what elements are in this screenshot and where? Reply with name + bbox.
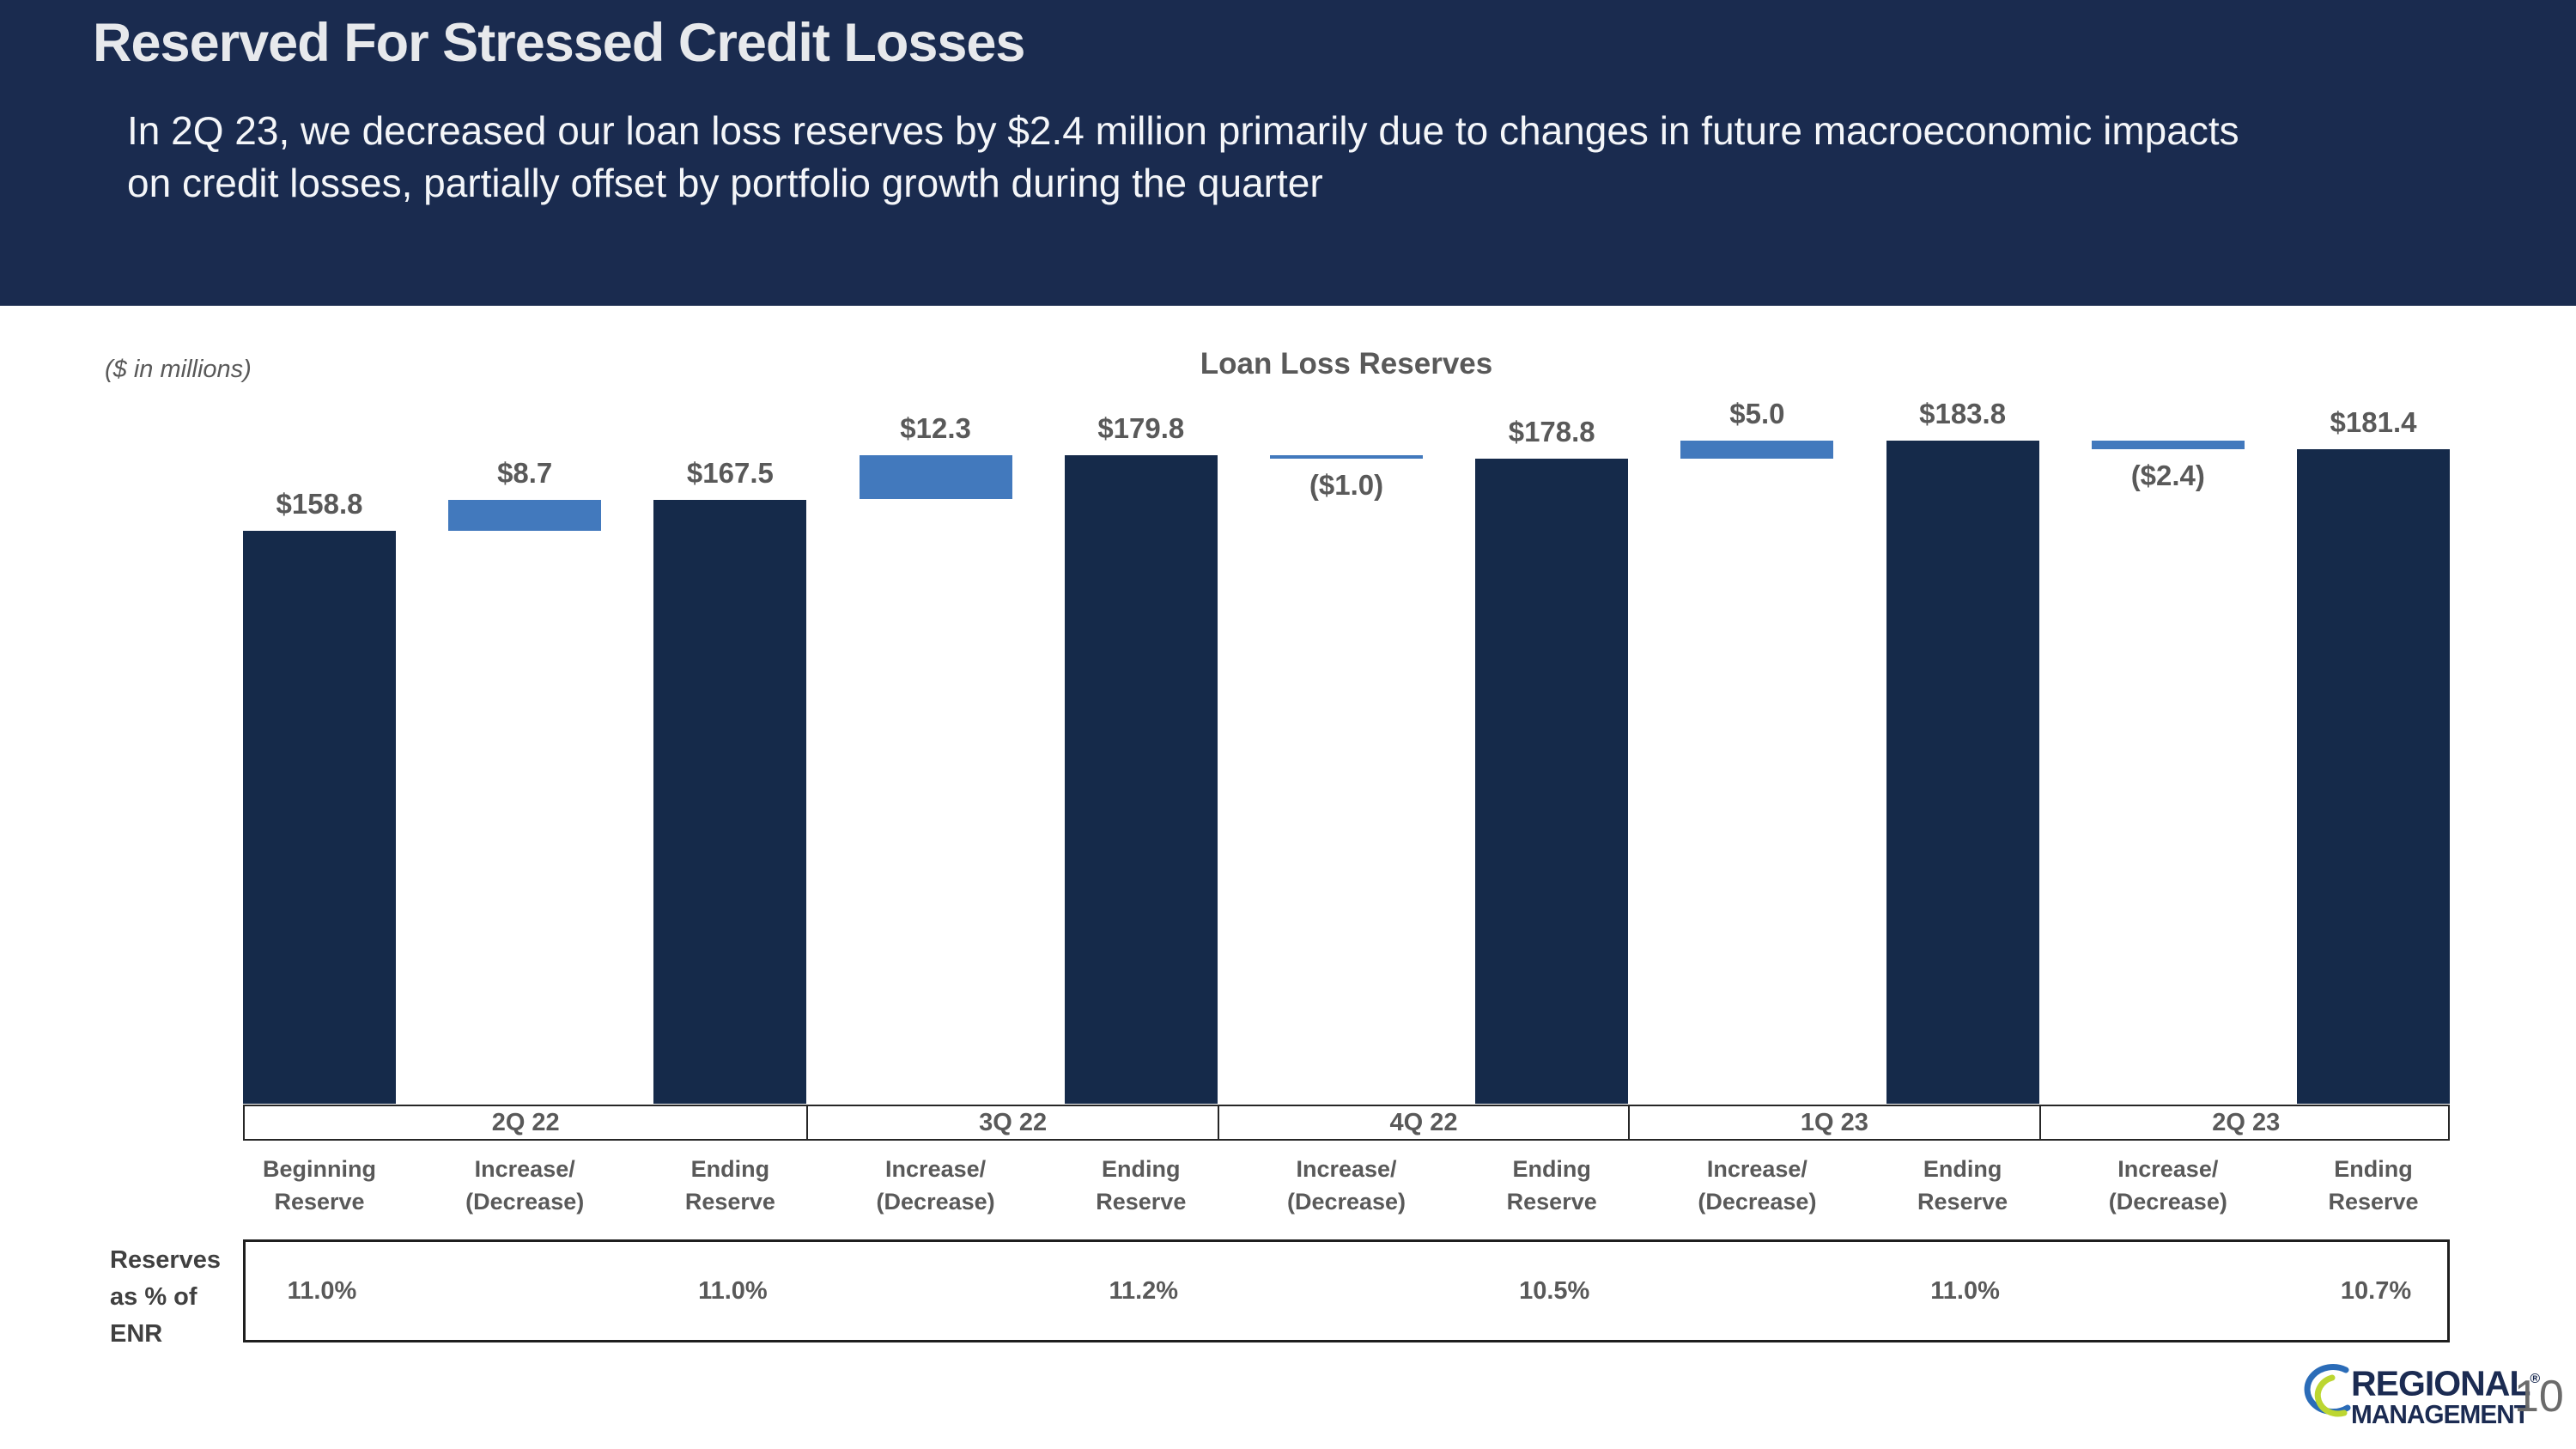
reserves-pct-value: 11.2% [1109,1276,1179,1305]
category-label-line1: Increase/ [474,1156,575,1182]
page-title: Reserved For Stressed Credit Losses [93,13,1025,73]
bar-value-label: $8.7 [497,456,553,489]
category-label: Increase/ (Decrease) [1244,1153,1449,1218]
bar-total [1886,441,2039,1104]
quarter-cell: 2Q 23 [2212,1108,2281,1136]
logo-regional-text: REGIONAL [2351,1363,2530,1403]
category-label: Increase/ (Decrease) [1655,1153,1859,1218]
category-label-line1: Increase/ [2117,1156,2219,1182]
quarter-cell: 4Q 22 [1219,1106,1631,1139]
slide-subtitle: In 2Q 23, we decreased our loan loss res… [127,105,2239,210]
units-note: ($ in millions) [105,356,252,383]
reserves-row-label-line3: ENR [110,1320,163,1348]
bar-value-label: $179.8 [1097,411,1185,444]
category-label-line2: (Decrease) [1286,1189,1406,1215]
bar-delta [859,454,1012,500]
bar-value-label: ($2.4) [2130,460,2205,492]
category-label: Increase/ (Decrease) [834,1153,1038,1218]
bar-total [1475,459,1629,1104]
logo-line-regional: REGIONAL® [2351,1361,2540,1403]
category-label: Increase/ (Decrease) [422,1153,627,1218]
quarter-band: 2Q 22 3Q 22 4Q 22 1Q 23 2Q 23 [243,1105,2450,1141]
bar-value-label: $167.5 [686,456,774,489]
page-number: 10 [2514,1372,2564,1422]
quarter-cell: 1Q 23 [1630,1106,2041,1139]
bar-value-label: $12.3 [900,411,971,444]
category-label-line1: Ending [2334,1156,2413,1182]
slide-header: Reserved For Stressed Credit Losses In 2… [0,0,2576,306]
category-label-line1: Ending [1923,1156,2002,1182]
bar-total [653,499,807,1104]
logo-text: REGIONAL® MANAGEMENT [2351,1361,2540,1429]
category-label: Ending Reserve [1861,1153,2065,1218]
category-label-line2: (Decrease) [1698,1189,1817,1215]
category-label: Ending Reserve [628,1153,832,1218]
category-label-line2: (Decrease) [465,1189,585,1215]
reserves-pct-value: 10.7% [2340,1276,2412,1305]
category-label-line2: Reserve [1917,1189,2008,1215]
bar-value-label: ($1.0) [1309,469,1384,502]
category-label: Ending Reserve [1039,1153,1243,1218]
category-label-line2: (Decrease) [876,1189,995,1215]
reserves-row-label-line2: as % of [110,1283,197,1311]
bar-total [2297,449,2450,1104]
category-label-line1: Increase/ [1296,1156,1397,1182]
quarter-cell: 3Q 22 [808,1106,1219,1139]
bar-value-label: $158.8 [276,488,363,521]
quarter-cell: 2Q 22 [245,1106,809,1139]
category-label-line2: Reserve [684,1189,775,1215]
category-label-line1: Increase/ [885,1156,987,1182]
bar-delta [1680,441,1834,460]
bar-value-label: $181.4 [2330,406,2417,439]
category-label-line2: Reserve [2328,1189,2419,1215]
subtitle-line-2: on credit losses, partially offset by po… [127,161,1323,205]
reserves-row-label: Reserves as % of ENR [110,1242,239,1353]
company-logo: REGIONAL® MANAGEMENT [2294,1361,2540,1434]
category-label-line1: Ending [690,1156,770,1182]
category-label: Increase/ (Decrease) [2066,1153,2270,1218]
reserves-row-label-line1: Reserves [110,1246,221,1274]
category-label-line2: Reserve [1096,1189,1187,1215]
category-label: Ending Reserve [1449,1153,1654,1218]
subtitle-line-1: In 2Q 23, we decreased our loan loss res… [127,108,2239,153]
bar-value-label: $178.8 [1508,416,1595,448]
bar-value-label: $5.0 [1729,398,1785,430]
waterfall-plot: $158.8 $8.7 $167.5 $12.3 $179.8 ($1.0) $178.8 $… [243,398,2450,1104]
reserves-pct-box: 11.0% 11.0% 11.2% 10.5% 11.0% 10.7% [243,1239,2450,1342]
registered-mark: ® [2530,1372,2540,1386]
reserves-pct-value: 10.5% [1519,1276,1590,1305]
category-label-line1: Ending [1512,1156,1591,1182]
reserves-pct-value: 11.0% [698,1276,768,1305]
category-label: Ending Reserve [2271,1153,2476,1218]
chart-title: Loan Loss Reserves [1200,347,1493,381]
category-label-line2: Reserve [1506,1189,1597,1215]
bar-value-label: $183.8 [1919,398,2007,430]
category-label: Beginning Reserve [217,1153,422,1218]
bar-total [1064,454,1218,1104]
category-label-line2: (Decrease) [2108,1189,2227,1215]
category-label-line1: Increase/ [1706,1156,1807,1182]
bar-delta [448,499,602,532]
category-label-line1: Beginning [263,1156,376,1182]
bar-total [243,531,396,1104]
bar-delta [1270,454,1423,460]
logo-swoosh-icon [2304,1364,2351,1417]
category-labels: Beginning Reserve Increase/ (Decrease) Endin… [243,1153,2450,1225]
reserves-pct-value: 11.0% [287,1276,357,1305]
category-label-line2: Reserve [274,1189,365,1215]
reserves-pct-value: 11.0% [1930,1276,2000,1305]
category-label-line1: Ending [1102,1156,1181,1182]
bar-delta [2091,441,2245,450]
logo-line-management: MANAGEMENT [2351,1398,2530,1429]
